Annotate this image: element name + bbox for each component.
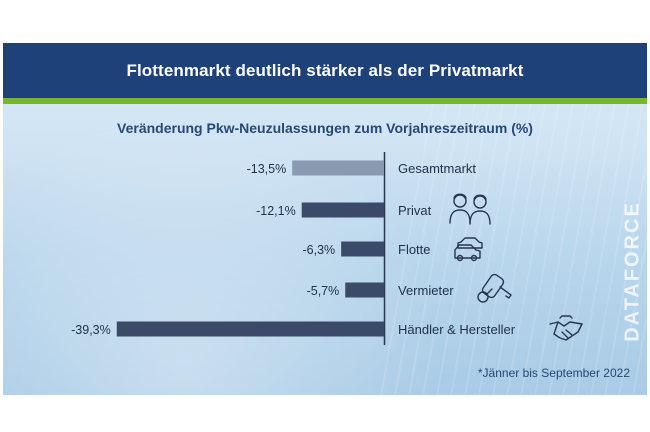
- bar-gesamtmarkt: [292, 160, 384, 176]
- car-key-icon: [477, 273, 512, 303]
- cars-icon: [454, 237, 483, 262]
- header-bar: Flottenmarkt deutlich stärker als der Pr…: [3, 43, 647, 98]
- people-icon: [449, 193, 491, 225]
- page-title: Flottenmarkt deutlich stärker als der Pr…: [126, 61, 524, 80]
- category-label: Privat: [398, 203, 432, 218]
- handshake-icon: [549, 315, 583, 341]
- value-label: -6,3%: [303, 243, 336, 257]
- category-label: Händler & Hersteller: [398, 322, 516, 337]
- value-label: -5,7%: [307, 284, 340, 298]
- category-label: Vermieter: [398, 283, 454, 298]
- header-accent-line: [3, 98, 647, 104]
- watermark-text: DATAFORCE: [621, 201, 644, 342]
- value-label: -13,5%: [247, 162, 287, 176]
- bar-vermieter: [345, 282, 384, 298]
- value-label: -12,1%: [256, 204, 296, 218]
- bar-privat: [301, 202, 384, 218]
- category-label: Gesamtmarkt: [398, 161, 476, 176]
- category-label: Flotte: [398, 242, 431, 257]
- chart-title: Veränderung Pkw-Neuzulassungen zum Vorja…: [117, 120, 533, 136]
- value-label: -39,3%: [71, 323, 111, 337]
- footnote: *Jänner bis September 2022: [477, 366, 630, 380]
- bar-h-ndler-hersteller: [116, 321, 384, 337]
- bar-flotte: [341, 241, 384, 257]
- watermark: DATAFORCE: [618, 170, 644, 370]
